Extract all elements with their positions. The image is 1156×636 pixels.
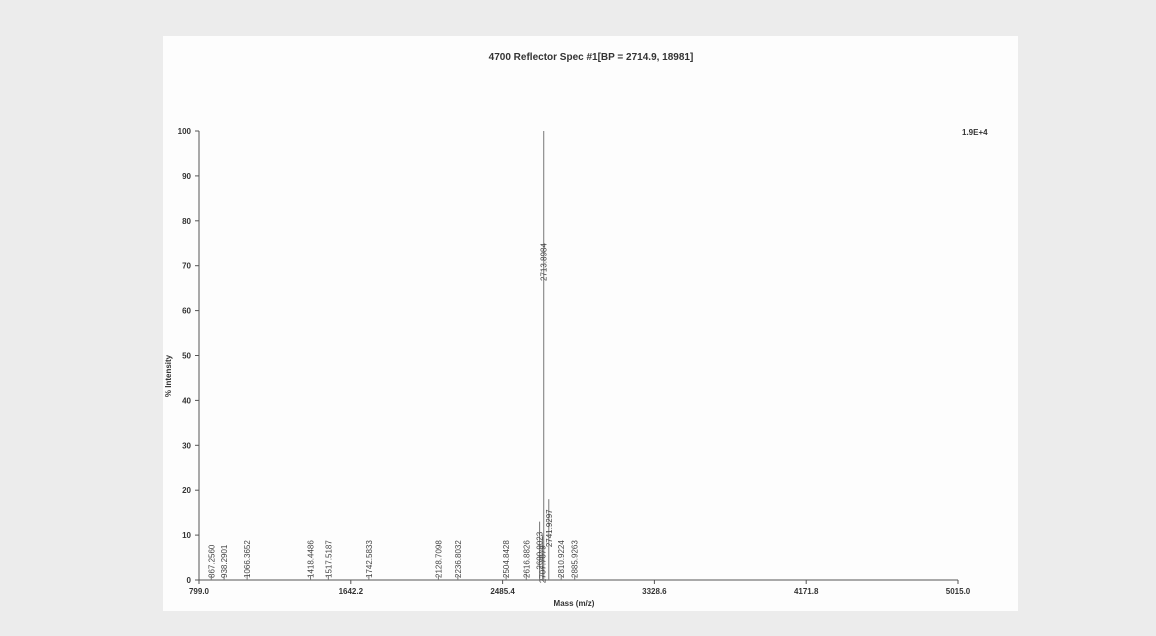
y-tick-label: 20 xyxy=(182,486,191,495)
spectrum-peaks xyxy=(210,131,576,580)
y-tick-label: 40 xyxy=(182,396,191,405)
peak-label: 938.2901 xyxy=(220,544,229,578)
chart-title: 4700 Reflector Spec #1[BP = 2714.9, 1898… xyxy=(489,52,694,63)
x-axis-label: Mass (m/z) xyxy=(554,599,595,608)
peak-label: 1418.4486 xyxy=(307,540,316,578)
y-axis-label: % Intensity xyxy=(164,354,173,397)
spectrum-figure: 4700 Reflector Spec #1[BP = 2714.9, 1898… xyxy=(163,36,1018,611)
y-tick-label: 30 xyxy=(182,441,191,450)
peak-label: 2810.9224 xyxy=(557,540,566,578)
x-tick-label: 799.0 xyxy=(189,587,210,596)
y-tick-label: 100 xyxy=(178,127,192,136)
x-axis-ticks: 799.0 1642.2 2485.4 3328.6 4171.8 5015.0 xyxy=(189,580,971,596)
x-tick-label: 5015.0 xyxy=(946,587,971,596)
peak-label: 2741.9297 xyxy=(545,509,554,547)
peak-label: 2236.8032 xyxy=(454,540,463,578)
peak-label: 2707.7679 xyxy=(539,545,548,583)
peak-label: 1066.3652 xyxy=(243,540,252,578)
peak-label: 2128.7098 xyxy=(434,540,443,578)
y-tick-label: 90 xyxy=(182,172,191,181)
y-tick-label: 10 xyxy=(182,531,191,540)
peak-label: 2616.8826 xyxy=(522,540,531,578)
x-tick-label: 3328.6 xyxy=(642,587,667,596)
y-tick-label: 0 xyxy=(187,576,192,585)
y-axis-ticks: 0 10 20 30 40 50 60 70 80 90 100 xyxy=(178,127,199,585)
peak-label: 867.2560 xyxy=(207,544,216,578)
peak-label: 2690.9023 xyxy=(536,531,545,569)
y-tick-label: 80 xyxy=(182,217,191,226)
peak-label: 1517.5187 xyxy=(324,540,333,578)
peak-label: 1742.5833 xyxy=(365,540,374,578)
y-tick-label: 70 xyxy=(182,262,191,271)
peak-label: 2885.9263 xyxy=(571,540,580,578)
y-tick-label: 60 xyxy=(182,307,191,316)
max-intensity-label: 1.9E+4 xyxy=(962,128,988,137)
y-tick-label: 50 xyxy=(182,352,191,361)
x-tick-label: 2485.4 xyxy=(490,587,515,596)
x-tick-label: 1642.2 xyxy=(339,587,364,596)
peak-label: 2713.8984 xyxy=(540,243,549,281)
spectrum-chart: 4700 Reflector Spec #1[BP = 2714.9, 1898… xyxy=(164,52,988,608)
x-tick-label: 4171.8 xyxy=(794,587,819,596)
peak-labels: 867.2560 938.2901 1066.3652 1418.4486 1517.5… xyxy=(207,243,579,583)
peak-label: 2504.8428 xyxy=(502,540,511,578)
